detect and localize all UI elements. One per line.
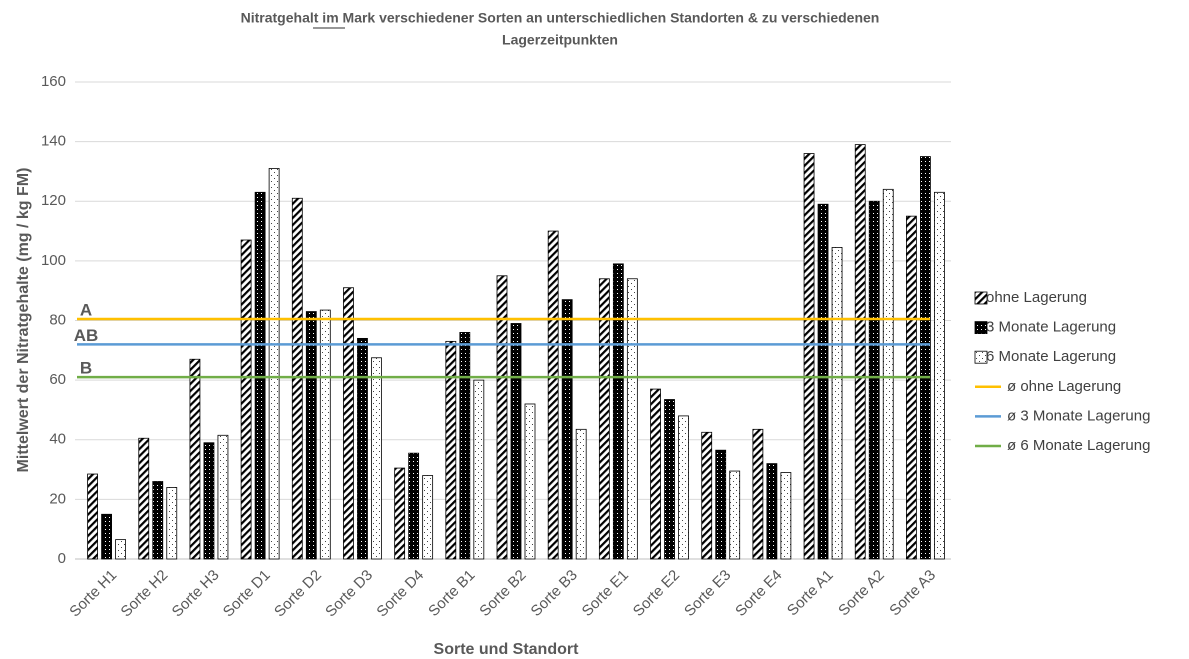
- y-axis-title: Mittelwert der Nitratgehalte (mg / kg FM…: [15, 168, 32, 473]
- y-tick-label: 40: [49, 431, 66, 448]
- bar: [575, 428, 587, 560]
- bar: [817, 203, 829, 560]
- bar: [650, 388, 661, 560]
- y-tick-label: 80: [49, 311, 66, 328]
- bar: [305, 311, 317, 560]
- legend-label: 6 Monate Lagerung: [986, 348, 1116, 365]
- legend-swatch: [974, 291, 988, 305]
- bar: [803, 153, 815, 560]
- legend-label: ø 6 Monate Lagerung: [1007, 437, 1150, 454]
- reference-label: A: [80, 300, 92, 319]
- x-tick-label: Sorte H1: [66, 567, 120, 621]
- legend-swatch: [974, 321, 988, 335]
- bar: [217, 434, 229, 560]
- x-tick-label: Sorte D1: [220, 567, 274, 621]
- bar: [408, 452, 420, 560]
- x-tick-label: Sorte E2: [630, 567, 683, 620]
- bar: [920, 156, 931, 560]
- x-tick-label: Sorte E3: [681, 567, 734, 620]
- bar: [854, 144, 866, 560]
- bar: [166, 487, 178, 560]
- x-tick-label: Sorte H3: [169, 567, 223, 621]
- reference-label: AB: [74, 326, 99, 345]
- x-tick-label: Sorte E4: [732, 567, 785, 620]
- bar: [496, 275, 508, 560]
- reference-label: B: [80, 359, 92, 378]
- chart-title: Lagerzeitpunkten: [502, 32, 618, 48]
- bar: [87, 473, 98, 560]
- x-tick-label: Sorte D3: [322, 567, 376, 621]
- y-tick-label: 120: [41, 192, 66, 209]
- bar: [152, 481, 164, 560]
- bar: [371, 357, 382, 560]
- y-tick-label: 60: [49, 371, 66, 388]
- bar: [510, 323, 522, 560]
- bar: [138, 437, 150, 560]
- legend-label: ø ohne Lagerung: [1007, 378, 1121, 395]
- bar: [473, 379, 485, 560]
- x-tick-label: Sorte D2: [271, 567, 325, 621]
- bar: [831, 247, 843, 560]
- bar: [240, 239, 252, 560]
- bar: [357, 337, 368, 560]
- x-tick-label: Sorte A1: [784, 567, 837, 620]
- y-tick-label: 0: [58, 550, 66, 567]
- bar: [268, 168, 280, 560]
- bar: [906, 215, 917, 560]
- bar: [115, 539, 126, 560]
- bar: [291, 197, 303, 560]
- x-tick-label: Sorte B3: [528, 567, 581, 620]
- bar: [254, 191, 266, 560]
- bar: [524, 403, 536, 560]
- bar: [422, 475, 434, 560]
- bar: [729, 470, 741, 560]
- bar: [561, 299, 573, 560]
- x-tick-label: Sorte A3: [886, 567, 939, 620]
- bar: [701, 431, 713, 560]
- bar: [715, 449, 727, 560]
- bar: [319, 309, 331, 560]
- bar: [780, 472, 792, 560]
- bar: [678, 415, 689, 560]
- x-tick-label: Sorte A2: [835, 567, 888, 620]
- x-tick-label: Sorte B1: [425, 567, 478, 620]
- bar: [752, 428, 764, 560]
- legend-label: ohne Lagerung: [986, 289, 1087, 306]
- y-tick-label: 140: [41, 133, 66, 150]
- bar: [101, 513, 112, 560]
- legend-label: ø 3 Monate Lagerung: [1007, 407, 1150, 424]
- legend-swatch: [974, 350, 988, 364]
- bar: [189, 358, 201, 560]
- bar: [868, 200, 880, 560]
- legend-label: 3 Monate Lagerung: [986, 319, 1116, 336]
- x-axis-title: Sorte und Standort: [434, 641, 580, 658]
- bar: [626, 278, 638, 560]
- bar: [766, 463, 778, 560]
- bar: [664, 399, 675, 560]
- bar: [203, 442, 215, 560]
- bar: [598, 278, 610, 560]
- bar: [612, 263, 624, 560]
- bar: [547, 230, 559, 560]
- y-tick-label: 20: [49, 490, 66, 507]
- y-tick-label: 100: [41, 252, 66, 269]
- bar: [343, 287, 354, 560]
- bar: [934, 191, 945, 560]
- x-tick-label: Sorte D4: [373, 567, 427, 621]
- bar: [459, 332, 471, 560]
- bar: [445, 340, 457, 560]
- x-tick-label: Sorte E1: [579, 567, 632, 620]
- y-tick-label: 160: [41, 73, 66, 90]
- x-tick-label: Sorte B2: [476, 567, 529, 620]
- x-tick-label: Sorte H2: [118, 567, 172, 621]
- bar: [882, 188, 894, 560]
- bar: [394, 467, 406, 560]
- chart-title: Nitratgehalt im Mark verschiedener Sorte…: [241, 10, 880, 26]
